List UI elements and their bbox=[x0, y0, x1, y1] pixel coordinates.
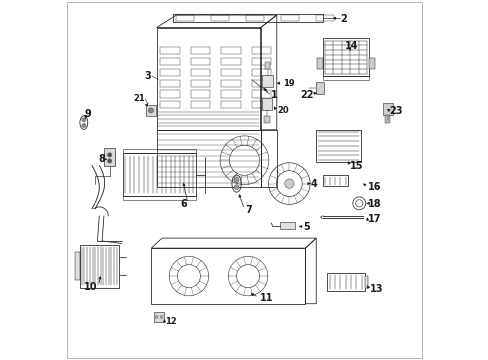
Bar bbox=[190, 69, 210, 76]
Bar bbox=[190, 47, 210, 54]
Text: 5: 5 bbox=[303, 222, 309, 232]
Text: 12: 12 bbox=[165, 317, 177, 326]
Bar bbox=[190, 90, 210, 98]
Bar bbox=[322, 39, 368, 76]
Bar bbox=[251, 101, 271, 108]
Bar bbox=[265, 62, 270, 69]
Bar bbox=[382, 103, 392, 116]
Text: 3: 3 bbox=[144, 71, 151, 81]
Bar bbox=[221, 101, 241, 108]
Bar bbox=[190, 58, 210, 65]
Bar bbox=[156, 28, 260, 130]
Bar bbox=[75, 252, 80, 280]
Circle shape bbox=[234, 185, 239, 190]
Circle shape bbox=[284, 179, 293, 188]
Bar bbox=[326, 273, 364, 291]
Bar bbox=[190, 101, 210, 108]
Bar bbox=[251, 80, 271, 87]
Bar bbox=[221, 90, 241, 98]
Bar bbox=[172, 14, 323, 22]
Bar bbox=[80, 244, 119, 288]
Bar bbox=[145, 105, 156, 116]
Text: 9: 9 bbox=[85, 109, 91, 119]
Bar bbox=[251, 58, 271, 65]
Bar bbox=[221, 58, 241, 65]
Text: 22: 22 bbox=[299, 90, 313, 100]
Text: 10: 10 bbox=[84, 282, 97, 292]
Text: 18: 18 bbox=[367, 199, 381, 209]
Bar bbox=[190, 80, 210, 87]
Bar bbox=[368, 58, 374, 69]
Bar bbox=[281, 15, 299, 22]
Circle shape bbox=[148, 108, 153, 113]
Text: 11: 11 bbox=[260, 293, 273, 303]
Bar bbox=[221, 69, 241, 76]
Bar bbox=[160, 80, 180, 87]
Text: 2: 2 bbox=[340, 14, 346, 24]
Text: 13: 13 bbox=[369, 284, 383, 294]
Bar bbox=[154, 312, 164, 322]
Text: 21: 21 bbox=[133, 94, 144, 103]
Bar bbox=[160, 90, 180, 98]
Bar bbox=[251, 47, 271, 54]
Circle shape bbox=[234, 177, 239, 183]
Circle shape bbox=[81, 118, 86, 122]
Bar bbox=[221, 80, 241, 87]
Bar bbox=[246, 15, 264, 22]
Circle shape bbox=[155, 316, 158, 319]
Text: 14: 14 bbox=[344, 41, 358, 50]
Bar bbox=[104, 148, 115, 166]
Circle shape bbox=[107, 159, 112, 163]
Text: 1: 1 bbox=[271, 90, 278, 100]
Bar bbox=[364, 276, 367, 288]
Bar bbox=[251, 69, 271, 76]
Bar bbox=[211, 15, 229, 22]
Bar bbox=[156, 130, 260, 187]
Text: 6: 6 bbox=[180, 199, 187, 210]
Text: 17: 17 bbox=[367, 215, 381, 224]
Bar bbox=[280, 222, 295, 229]
Bar bbox=[316, 82, 324, 94]
Bar bbox=[122, 153, 196, 196]
Bar bbox=[160, 69, 180, 76]
Bar bbox=[316, 130, 360, 162]
Text: 7: 7 bbox=[245, 205, 252, 215]
Bar bbox=[122, 196, 196, 201]
Bar bbox=[385, 116, 389, 123]
Text: 4: 4 bbox=[309, 179, 316, 189]
Bar bbox=[251, 90, 271, 98]
Text: 20: 20 bbox=[277, 106, 288, 115]
Bar bbox=[322, 175, 347, 186]
Bar bbox=[160, 101, 180, 108]
Bar bbox=[261, 98, 272, 110]
Bar bbox=[316, 58, 322, 69]
Bar bbox=[264, 116, 269, 123]
Bar bbox=[122, 149, 196, 153]
Text: 8: 8 bbox=[99, 154, 105, 164]
Bar bbox=[262, 75, 273, 87]
Bar bbox=[316, 15, 333, 22]
Text: 15: 15 bbox=[349, 161, 363, 171]
Bar bbox=[160, 58, 180, 65]
Text: 19: 19 bbox=[283, 80, 294, 89]
Bar bbox=[322, 76, 368, 80]
Bar bbox=[160, 47, 180, 54]
Bar bbox=[176, 15, 194, 22]
Circle shape bbox=[107, 153, 112, 157]
Text: 23: 23 bbox=[388, 106, 402, 116]
Text: 16: 16 bbox=[367, 182, 381, 192]
Bar bbox=[151, 248, 305, 304]
Circle shape bbox=[81, 123, 86, 128]
Circle shape bbox=[160, 316, 163, 319]
Bar bbox=[221, 47, 241, 54]
